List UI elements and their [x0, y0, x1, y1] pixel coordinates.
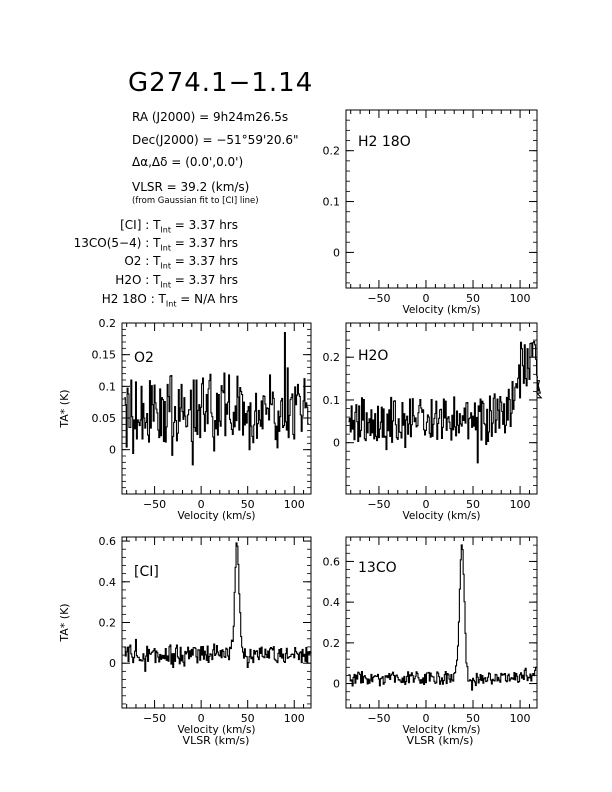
ra-value: 9h24m26.5s [213, 110, 289, 124]
x-tick-label: 0 [198, 712, 205, 725]
spectrum-line [124, 542, 312, 672]
x-tick-label: 0 [198, 498, 205, 511]
line-label: 13CO [358, 560, 397, 576]
offset-label: Δα,Δδ = [132, 155, 182, 169]
ra-line: RA (J2000) = 9h24m26.5s [132, 110, 288, 124]
line-name: 13CO(5−4) : T [73, 236, 161, 250]
line-label: [CI] [134, 564, 159, 580]
dec-line: Dec(J2000) = −51°59'20.6" [132, 133, 299, 147]
y-tick-label: 0 [109, 444, 116, 457]
y-tick-label: 0 [333, 678, 340, 691]
x-tick-label: 100 [284, 712, 305, 725]
y-tick-label: 0.1 [323, 196, 341, 209]
spectrum-panel: −50 0 50 100 0 0.2 0.4 0.6 Velocity (km/s) 13CO [323, 536, 538, 736]
spectrum-panel: −50 0 50 100 0 0.2 0.4 0.6 Velocity (km/s) [CI] TA… [58, 535, 312, 736]
y-tick-label: 0 [109, 657, 116, 670]
x-tick-label: 100 [510, 292, 531, 305]
y-tick-label: 0 [333, 246, 340, 259]
x-tick-label: 50 [466, 498, 480, 511]
plot-frame [121, 322, 312, 495]
x-axis-label: Velocity (km/s) [177, 724, 255, 736]
y-tick-label: 0.2 [99, 317, 117, 330]
integration-time-value: = N/A hrs [176, 292, 238, 306]
y-tick-label: 0.2 [99, 617, 117, 630]
vlsr-line: VLSR = 39.2 (km/s) [132, 180, 250, 194]
x-axis-label: Velocity (km/s) [402, 510, 480, 522]
spectrum-panel: −50 0 50 100 0 0.1 0.2 Velocity (km/s) H2 18O [323, 109, 538, 316]
dec-value: −51°59'20.6" [216, 133, 299, 147]
vlsr-axis-label: VLSR (km/s) [183, 734, 250, 747]
line-name: H2 18O : T [101, 292, 166, 306]
plot-frame [345, 109, 538, 289]
integration-time-value: = 3.37 hrs [170, 254, 238, 268]
integration-time-row: [CI] : TInt = 3.37 hrs [120, 218, 238, 235]
y-tick-label: 0 [333, 437, 340, 450]
y-tick-label: 0.15 [92, 349, 117, 362]
y-tick-label: 0.1 [99, 380, 117, 393]
line-name: H2O : T [115, 273, 161, 287]
ra-label: RA (J2000) = [132, 110, 210, 124]
x-tick-label: 0 [422, 292, 429, 305]
line-label: O2 [134, 350, 154, 366]
x-tick-label: −50 [367, 712, 390, 725]
vlsr-axis-label: VLSR (km/s) [407, 734, 474, 747]
x-tick-label: 100 [510, 712, 531, 725]
x-tick-label: 50 [241, 712, 255, 725]
y-axis-label: TA* (K) [58, 603, 71, 642]
x-tick-label: 50 [241, 498, 255, 511]
integration-time-row: H2O : TInt = 3.37 hrs [115, 273, 238, 290]
line-label: H2 18O [358, 134, 411, 150]
y-tick-label: 0.6 [323, 555, 341, 568]
x-axis-label: Velocity (km/s) [177, 510, 255, 522]
integration-time-value: = 3.37 hrs [170, 273, 238, 287]
y-tick-label: 0.2 [323, 351, 341, 364]
x-tick-label: 0 [422, 498, 429, 511]
x-tick-label: 50 [466, 292, 480, 305]
spectrum-panel: −50 0 50 100 0 0.05 0.1 0.15 0.2 Velocity (km/s) O… [58, 317, 312, 522]
x-axis-label: Velocity (km/s) [402, 304, 480, 316]
spectrum-line [348, 544, 537, 691]
line-label: H2O [358, 348, 388, 364]
x-tick-label: −50 [367, 498, 390, 511]
plot-frame [345, 536, 538, 709]
x-tick-label: −50 [143, 712, 166, 725]
offset-value: (0.0',0.0') [185, 155, 244, 169]
x-tick-label: −50 [367, 292, 390, 305]
vlsr-note: (from Gaussian fit to [CI] line) [132, 196, 259, 206]
page-title: G274.1−1.14 [128, 68, 314, 98]
x-axis-label: Velocity (km/s) [402, 724, 480, 736]
integration-time-row: H2 18O : TInt = N/A hrs [101, 292, 238, 309]
y-tick-label: 0.2 [323, 145, 341, 158]
y-tick-label: 0.4 [99, 576, 117, 589]
line-name: O2 : T [124, 254, 161, 268]
x-tick-label: 0 [422, 712, 429, 725]
dec-label: Dec(J2000) = [132, 133, 213, 147]
y-tick-label: 0.05 [92, 412, 117, 425]
plot-frame [121, 536, 312, 709]
integration-time-value: = 3.37 hrs [170, 218, 238, 232]
line-name: [CI] : T [120, 218, 161, 232]
spectrum-line [348, 340, 543, 464]
offset-line: Δα,Δδ = (0.0',0.0') [132, 155, 243, 169]
y-tick-label: 0.4 [323, 596, 341, 609]
spectrum-panel: −50 0 50 100 0 0.1 0.2 Velocity (km/s) H2O [323, 322, 543, 522]
y-axis-label: TA* (K) [58, 389, 71, 428]
y-tick-label: 0.1 [323, 394, 341, 407]
y-tick-label: 0.2 [323, 637, 341, 650]
integration-time-row: O2 : TInt = 3.37 hrs [124, 254, 238, 271]
x-tick-label: 50 [466, 712, 480, 725]
integration-time-value: = 3.37 hrs [170, 236, 238, 250]
x-tick-label: 100 [284, 498, 305, 511]
spectrum-line [124, 331, 309, 466]
y-tick-label: 0.6 [99, 535, 117, 548]
x-tick-label: 100 [510, 498, 531, 511]
x-tick-label: −50 [143, 498, 166, 511]
integration-time-row: 13CO(5−4) : TInt = 3.37 hrs [73, 236, 238, 253]
